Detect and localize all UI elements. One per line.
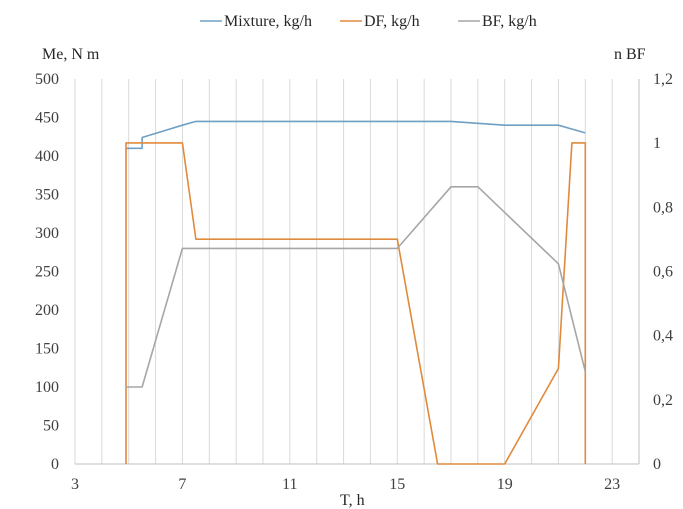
y-left-tick-label: 400	[35, 148, 59, 165]
series-line-bf	[126, 186, 587, 388]
y-left-tick-label: 350	[35, 187, 59, 204]
x-tick-label: 15	[389, 476, 405, 493]
legend-label-bf: BF, kg/h	[482, 13, 537, 30]
y-right-axis-title: n BF	[614, 46, 646, 63]
y-left-tick-label: 250	[35, 264, 59, 281]
y-left-tick-label: 150	[35, 341, 59, 358]
axes	[75, 79, 640, 465]
y-right-tick-label: 0,4	[653, 328, 673, 345]
y-left-tick-label: 50	[43, 418, 59, 435]
x-tick-label: 3	[71, 476, 79, 493]
y-right-tick-label: 1,2	[653, 71, 673, 88]
y-right-tick-label: 0,6	[653, 264, 673, 281]
y-right-tick-label: 0,2	[653, 392, 673, 409]
legend: Mixture, kg/h DF, kg/h BF, kg/h	[200, 13, 537, 30]
tick-labels: 0 50 100 150 200 250 300 350 400 450 500 0 0,2 0,4 0,6…	[35, 71, 673, 493]
series-line-df	[125, 142, 587, 465]
y-left-tick-label: 100	[35, 379, 59, 396]
x-tick-label: 19	[497, 476, 513, 493]
x-tick-label: 23	[604, 476, 620, 493]
series-line-mixture	[126, 120, 586, 150]
y-left-tick-label: 0	[51, 456, 59, 473]
legend-label-mixture: Mixture, kg/h	[224, 13, 312, 30]
x-axis-title: T, h	[340, 492, 365, 509]
y-right-tick-label: 0	[653, 456, 661, 473]
legend-label-df: DF, kg/h	[364, 13, 420, 30]
y-left-tick-label: 500	[35, 71, 59, 88]
y-right-tick-label: 1	[653, 135, 661, 152]
x-tick-label: 11	[282, 476, 297, 493]
x-tick-label: 7	[178, 476, 186, 493]
grid	[74, 79, 640, 464]
y-left-tick-label: 450	[35, 110, 59, 127]
y-left-tick-label: 200	[35, 302, 59, 319]
y-left-axis-title: Me, N m	[42, 46, 100, 63]
y-left-tick-label: 300	[35, 225, 59, 242]
series-lines	[125, 120, 587, 465]
y-right-tick-label: 0,8	[653, 199, 673, 216]
